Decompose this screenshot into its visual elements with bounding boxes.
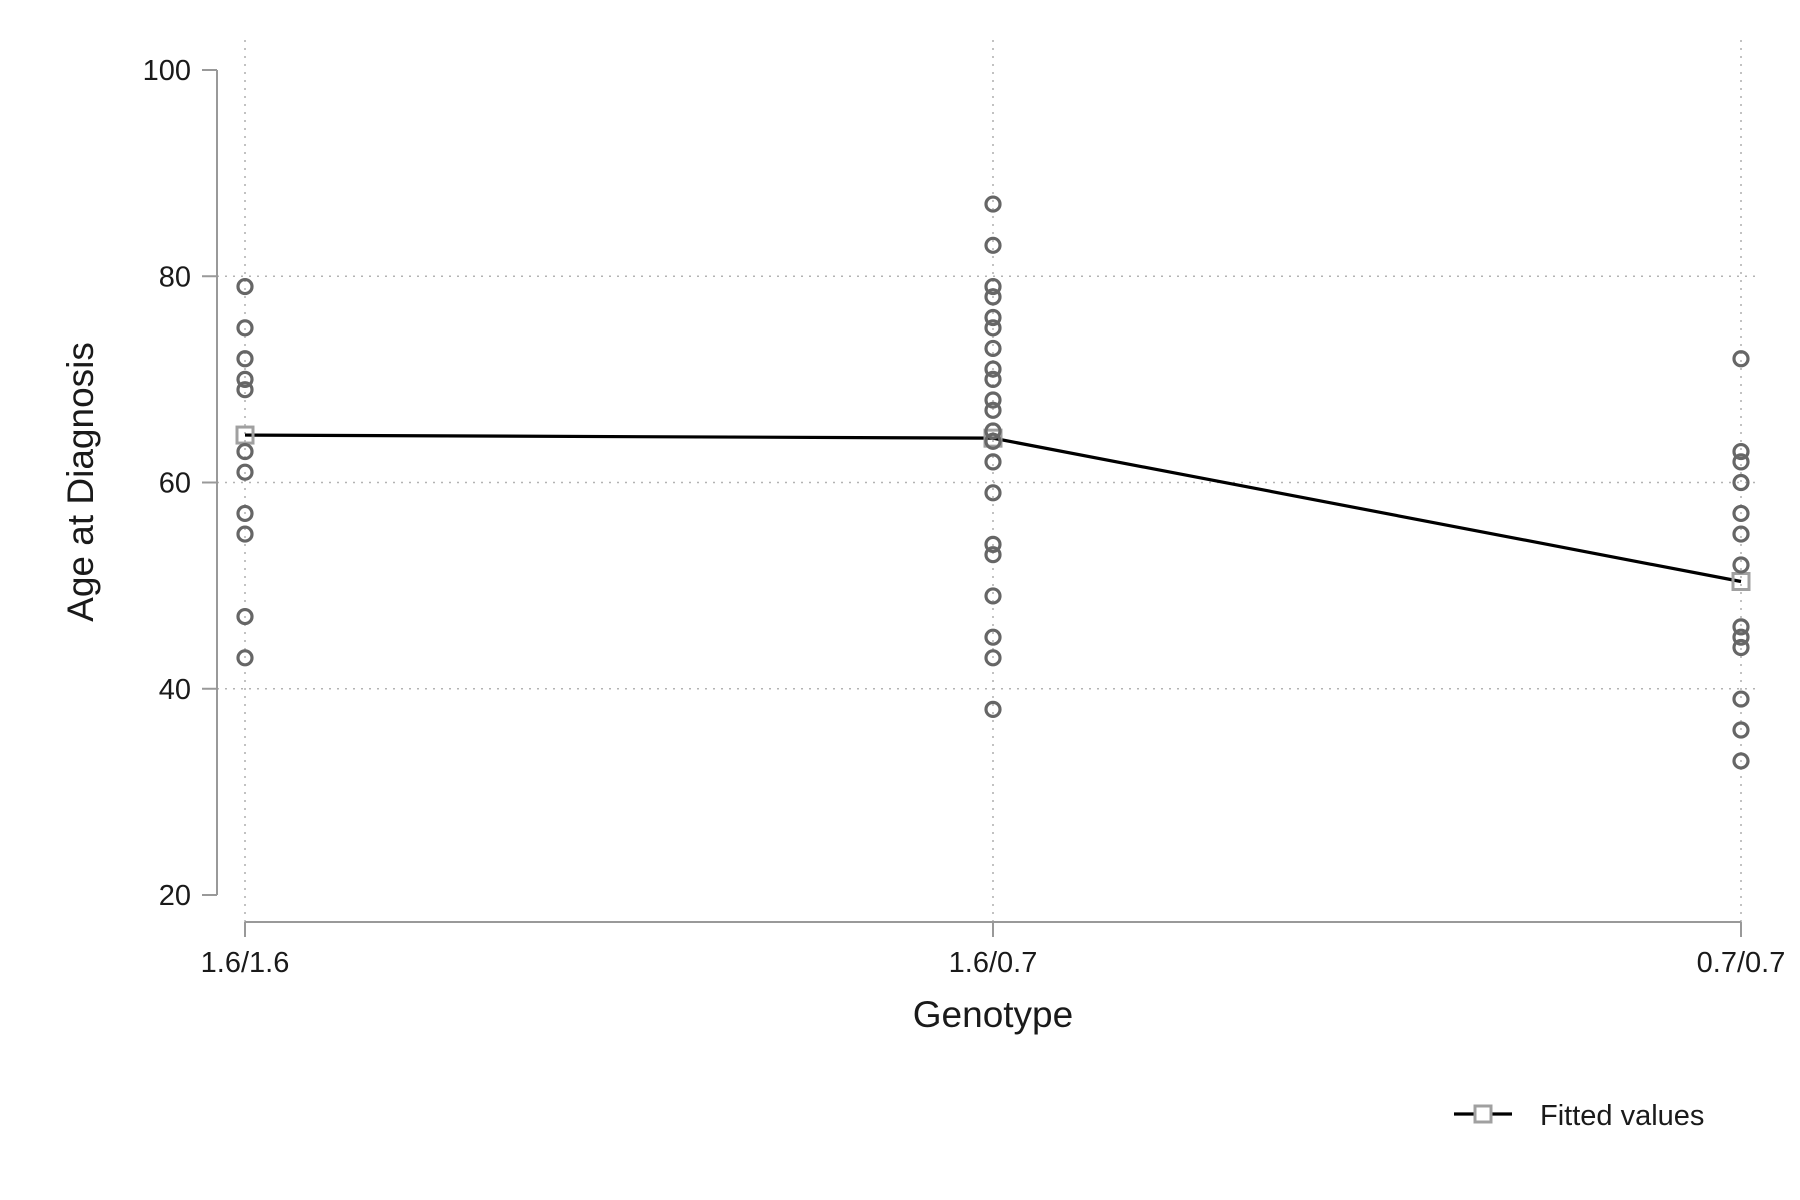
- y-tick-label-80: 80: [159, 261, 191, 293]
- data-point: [984, 339, 1002, 358]
- data-point: [984, 236, 1002, 254]
- data-point: [1732, 690, 1750, 708]
- y-tick-label-20: 20: [159, 880, 191, 912]
- grid-lines: [217, 40, 1761, 922]
- x-tick-label-3: 0.7/0.7: [1697, 947, 1786, 979]
- x-axis-ticks: 1.6/1.6 1.6/0.7 0.7/0.7: [201, 922, 1786, 979]
- data-point: [984, 649, 1002, 667]
- legend: Fitted values: [1454, 1100, 1704, 1132]
- data-point: [984, 432, 1002, 450]
- data-point: [984, 308, 1002, 327]
- y-tick-label-100: 100: [143, 55, 191, 87]
- data-point: [1732, 556, 1750, 574]
- data-point: [1732, 453, 1750, 471]
- y-tick-label-60: 60: [159, 468, 191, 500]
- data-point: [984, 360, 1002, 378]
- observations-series: [236, 195, 1750, 770]
- data-point: [236, 649, 254, 667]
- data-point: [236, 277, 254, 296]
- data-point: [236, 319, 254, 337]
- data-point: [984, 628, 1002, 646]
- data-point: [1732, 525, 1750, 543]
- data-point: [984, 422, 1002, 440]
- data-point: [984, 277, 1002, 296]
- data-point: [984, 319, 1002, 337]
- data-point: [1732, 504, 1750, 523]
- data-point: [236, 381, 254, 399]
- data-point: [984, 288, 1002, 306]
- data-point: [984, 587, 1002, 605]
- y-axis-ticks: 20 40 60 80 100: [143, 55, 217, 912]
- data-point: [236, 350, 254, 368]
- data-point: [984, 453, 1002, 471]
- data-point: [236, 525, 254, 543]
- data-point: [236, 442, 254, 461]
- data-point: [236, 607, 254, 626]
- data-point: [1732, 473, 1750, 492]
- data-point: [236, 463, 254, 481]
- data-point: [236, 504, 254, 523]
- data-point: [984, 535, 1002, 553]
- y-tick-label-40: 40: [159, 674, 191, 706]
- data-point: [984, 401, 1002, 419]
- x-tick-label-2: 1.6/0.7: [949, 947, 1038, 979]
- data-point: [1732, 618, 1750, 636]
- data-point: [984, 700, 1002, 718]
- x-axis-title: Genotype: [913, 994, 1073, 1035]
- data-point: [1732, 628, 1750, 646]
- axes: [216, 70, 1741, 923]
- y-axis-title: Age at Diagnosis: [60, 342, 101, 622]
- data-point: [984, 195, 1002, 213]
- legend-label-fitted-values: Fitted values: [1540, 1100, 1704, 1132]
- data-point: [1732, 638, 1750, 657]
- data-point: [984, 391, 1002, 409]
- fitted-values-series: [235, 425, 1751, 591]
- data-point: [984, 370, 1002, 388]
- data-point: [1732, 721, 1750, 739]
- data-point: [236, 370, 254, 388]
- data-point: [984, 546, 1002, 564]
- data-point: [1732, 442, 1750, 461]
- data-point: [1732, 752, 1750, 770]
- data-point: [984, 484, 1002, 502]
- legend-square-marker: [1473, 1104, 1493, 1124]
- data-point: [1732, 350, 1750, 368]
- x-tick-label-1: 1.6/1.6: [201, 947, 290, 979]
